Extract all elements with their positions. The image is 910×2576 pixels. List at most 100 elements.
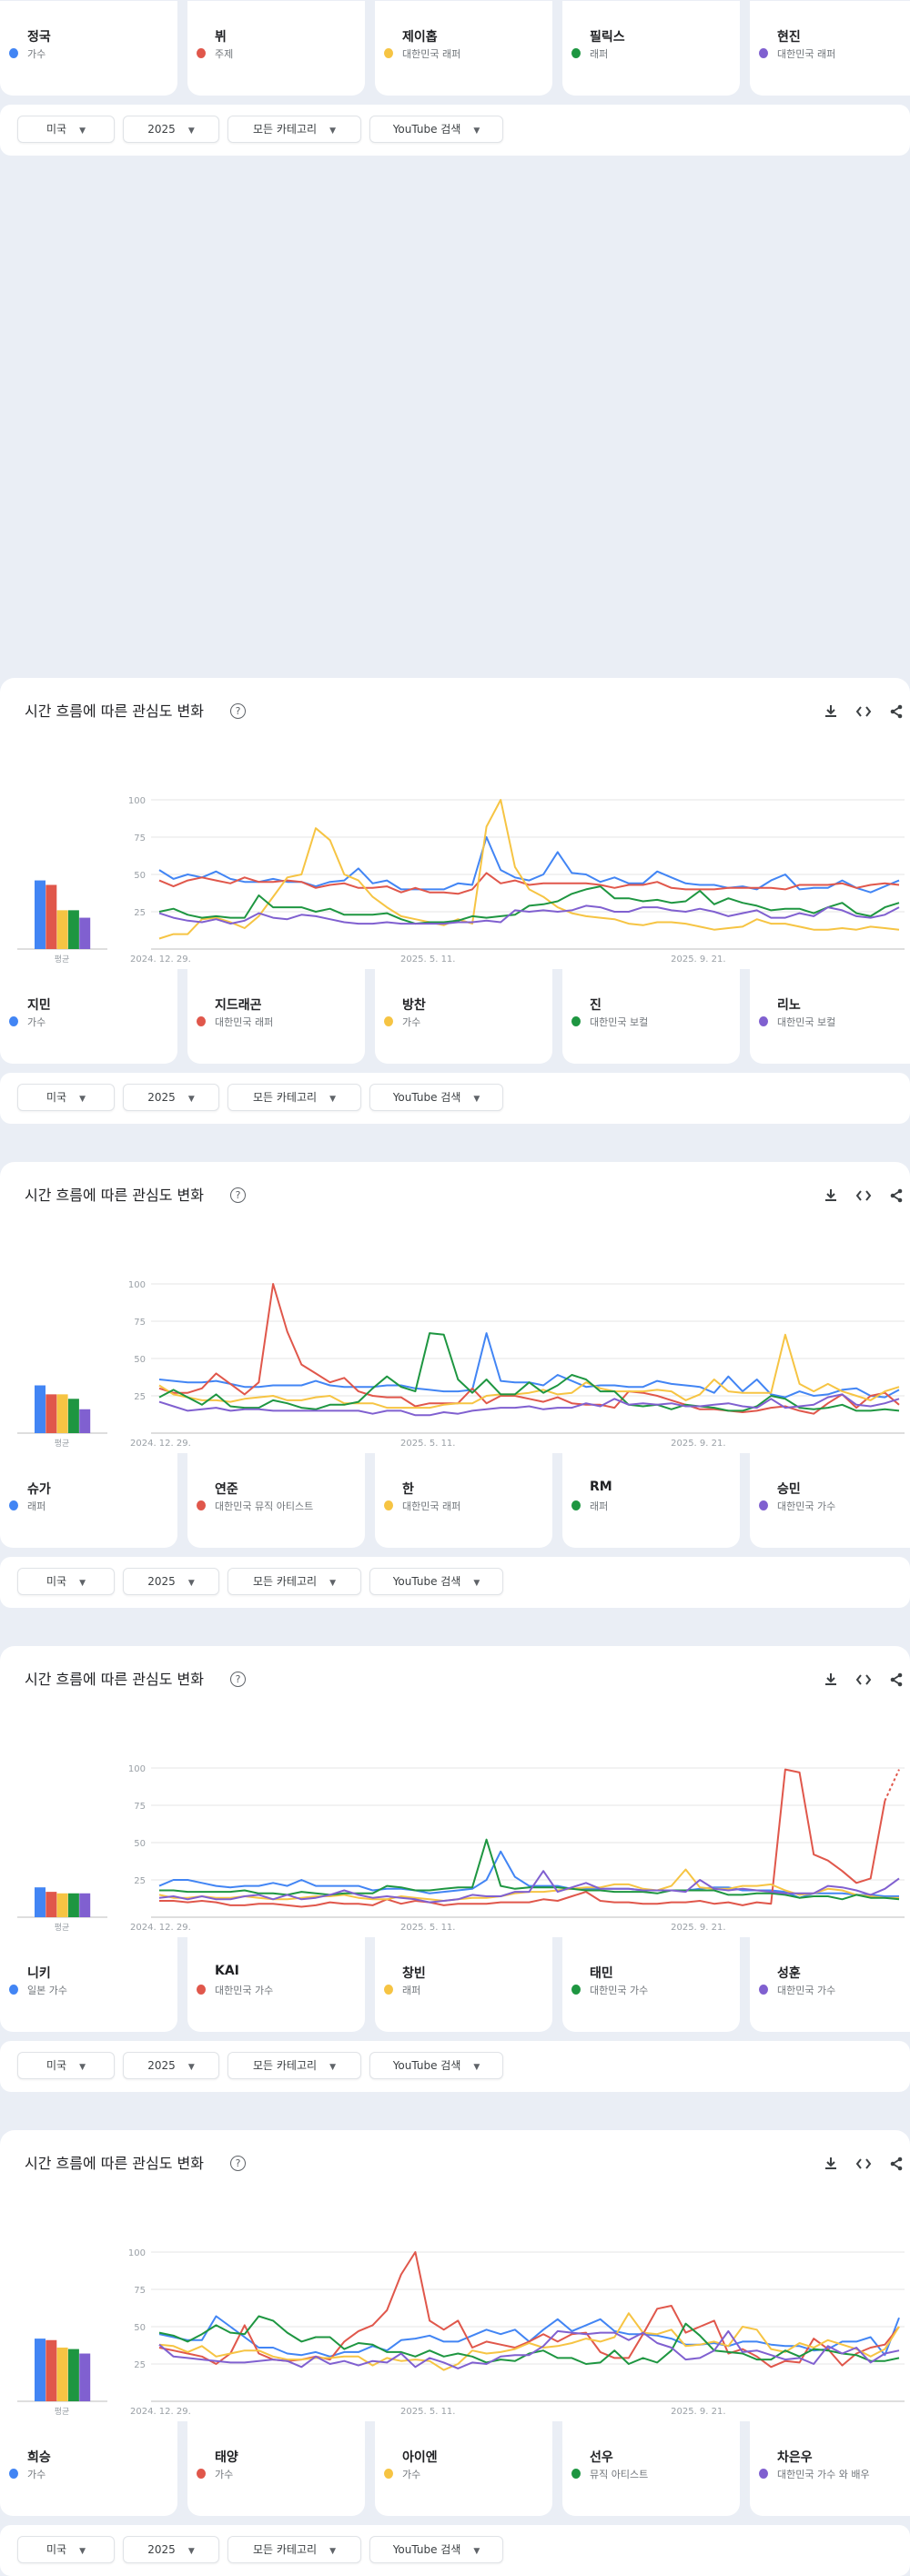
category-filter-dropdown[interactable]: 모든 카테고리 ▼ bbox=[228, 2052, 361, 2079]
embed-code-icon[interactable] bbox=[855, 703, 872, 720]
region-filter-dropdown[interactable]: 미국 ▼ bbox=[17, 116, 115, 143]
term-description: 대한민국 가수 bbox=[777, 1985, 836, 1996]
category-filter-dropdown[interactable]: 모든 카테고리 ▼ bbox=[228, 1568, 361, 1595]
top-term-card[interactable]: 정국 가수 bbox=[0, 1, 177, 96]
series-line bbox=[159, 1838, 900, 1901]
share-icon[interactable] bbox=[888, 703, 905, 720]
search-type-filter-dropdown[interactable]: YouTube 검색 ▼ bbox=[369, 2536, 503, 2563]
term-name: 창빈 bbox=[402, 1966, 426, 1981]
term-description: 래퍼 bbox=[590, 48, 609, 60]
help-icon[interactable]: ? bbox=[230, 2156, 246, 2171]
average-bar bbox=[46, 884, 57, 949]
term-description: 대한민국 뮤직 아티스트 bbox=[215, 1500, 314, 1512]
term-card[interactable]: 리노 대한민국 보컬 bbox=[750, 969, 910, 1064]
region-filter-label: 미국 bbox=[46, 2543, 67, 2556]
average-bar bbox=[79, 2353, 91, 2401]
y-tick-label: 25 bbox=[134, 2360, 146, 2370]
term-card[interactable]: 창빈 래퍼 bbox=[375, 1937, 552, 2032]
term-card[interactable]: 태양 가수 bbox=[187, 2421, 365, 2516]
download-icon[interactable] bbox=[823, 1672, 839, 1688]
period-filter-label: 2025 bbox=[147, 1575, 176, 1588]
top-term-card[interactable]: 뷔 주제 bbox=[187, 1, 365, 96]
filter-row: 미국 ▼ 2025 ▼ 모든 카테고리 ▼ YouTube 검색 ▼ bbox=[0, 2041, 910, 2092]
y-tick-label: 100 bbox=[128, 1280, 146, 1290]
download-icon[interactable] bbox=[823, 2156, 839, 2172]
top-term-card[interactable]: 필릭스 래퍼 bbox=[562, 1, 740, 96]
term-card[interactable]: 연준 대한민국 뮤직 아티스트 bbox=[187, 1453, 365, 1548]
category-filter-dropdown[interactable]: 모든 카테고리 ▼ bbox=[228, 2536, 361, 2563]
term-card[interactable]: 승민 대한민국 가수 bbox=[750, 1453, 910, 1548]
download-icon[interactable] bbox=[823, 703, 839, 720]
term-description: 대한민국 가수 bbox=[777, 1500, 836, 1512]
x-tick-label: 2024. 12. 29. bbox=[130, 1439, 191, 1449]
help-icon[interactable]: ? bbox=[230, 703, 246, 719]
term-card[interactable]: 진 대한민국 보컬 bbox=[562, 969, 740, 1064]
region-filter-dropdown[interactable]: 미국 ▼ bbox=[17, 2536, 115, 2563]
search-type-filter-dropdown[interactable]: YouTube 검색 ▼ bbox=[369, 1568, 503, 1595]
term-card[interactable]: 희승 가수 bbox=[0, 2421, 177, 2516]
period-filter-dropdown[interactable]: 2025 ▼ bbox=[123, 1084, 219, 1111]
term-card[interactable]: KAI 대한민국 가수 bbox=[187, 1937, 365, 2032]
term-name: 태민 bbox=[590, 1966, 613, 1981]
region-filter-dropdown[interactable]: 미국 ▼ bbox=[17, 1084, 115, 1111]
help-icon[interactable]: ? bbox=[230, 1672, 246, 1687]
region-filter-dropdown[interactable]: 미국 ▼ bbox=[17, 1568, 115, 1595]
top-term-card[interactable]: 제이홉 대한민국 래퍼 bbox=[375, 1, 552, 96]
top-term-card[interactable]: 현진 대한민국 래퍼 bbox=[750, 1, 910, 96]
x-tick-label: 2025. 9. 21. bbox=[671, 955, 725, 965]
region-filter-dropdown[interactable]: 미국 ▼ bbox=[17, 2052, 115, 2079]
term-card[interactable]: 슈가 래퍼 bbox=[0, 1453, 177, 1548]
term-card[interactable]: 방찬 가수 bbox=[375, 969, 552, 1064]
embed-code-icon[interactable] bbox=[855, 1187, 872, 1204]
share-icon[interactable] bbox=[888, 1187, 905, 1204]
term-card[interactable]: 선우 뮤직 아티스트 bbox=[562, 2421, 740, 2516]
term-card[interactable]: 아이엔 가수 bbox=[375, 2421, 552, 2516]
series-color-dot bbox=[197, 1500, 206, 1510]
embed-code-icon[interactable] bbox=[855, 1672, 872, 1688]
filter-row: 미국 ▼ 2025 ▼ 모든 카테고리 ▼ YouTube 검색 ▼ bbox=[0, 2525, 910, 2576]
download-icon[interactable] bbox=[823, 1187, 839, 1204]
region-filter-label: 미국 bbox=[46, 123, 67, 136]
y-tick-label: 25 bbox=[134, 908, 146, 918]
term-card[interactable]: 한 대한민국 래퍼 bbox=[375, 1453, 552, 1548]
average-bar bbox=[46, 1892, 57, 1917]
term-card[interactable]: RM 래퍼 bbox=[562, 1453, 740, 1548]
term-card[interactable]: 태민 대한민국 가수 bbox=[562, 1937, 740, 2032]
term-card[interactable]: 성훈 대한민국 가수 bbox=[750, 1937, 910, 2032]
series-color-dot bbox=[384, 1500, 393, 1510]
term-description: 대한민국 래퍼 bbox=[402, 48, 461, 60]
x-tick-label: 2025. 9. 21. bbox=[671, 1439, 725, 1449]
series-color-dot bbox=[571, 2469, 581, 2479]
search-type-filter-label: YouTube 검색 bbox=[392, 1575, 461, 1588]
term-card[interactable]: 지드래곤 대한민국 래퍼 bbox=[187, 969, 365, 1064]
term-description: 대한민국 래퍼 bbox=[402, 1500, 461, 1512]
search-type-filter-dropdown[interactable]: YouTube 검색 ▼ bbox=[369, 1084, 503, 1111]
term-name: 지드래곤 bbox=[215, 998, 262, 1013]
period-filter-dropdown[interactable]: 2025 ▼ bbox=[123, 1568, 219, 1595]
term-name: 지민 bbox=[27, 998, 51, 1013]
share-icon[interactable] bbox=[888, 2156, 905, 2172]
period-filter-dropdown[interactable]: 2025 ▼ bbox=[123, 116, 219, 143]
average-bar bbox=[56, 910, 68, 949]
series-line bbox=[158, 1870, 900, 1904]
search-type-filter-dropdown[interactable]: YouTube 검색 ▼ bbox=[369, 116, 503, 143]
term-card[interactable]: 지민 가수 bbox=[0, 969, 177, 1064]
series-color-dot bbox=[571, 1500, 581, 1510]
search-type-filter-dropdown[interactable]: YouTube 검색 ▼ bbox=[369, 2052, 503, 2079]
dropdown-caret-icon: ▼ bbox=[329, 1579, 336, 1588]
embed-code-icon[interactable] bbox=[855, 2156, 872, 2172]
term-name: RM bbox=[590, 1480, 612, 1494]
term-description: 대한민국 가수 bbox=[215, 1985, 274, 1996]
term-card[interactable]: 니키 일본 가수 bbox=[0, 1937, 177, 2032]
term-card[interactable]: 차은우 대한민국 가수 와 배우 bbox=[750, 2421, 910, 2516]
y-tick-label: 75 bbox=[134, 1802, 146, 1812]
period-filter-dropdown[interactable]: 2025 ▼ bbox=[123, 2052, 219, 2079]
category-filter-dropdown[interactable]: 모든 카테고리 ▼ bbox=[228, 116, 361, 143]
help-icon[interactable]: ? bbox=[230, 1187, 246, 1203]
period-filter-dropdown[interactable]: 2025 ▼ bbox=[123, 2536, 219, 2563]
dropdown-caret-icon: ▼ bbox=[187, 2063, 195, 2072]
category-filter-dropdown[interactable]: 모든 카테고리 ▼ bbox=[228, 1084, 361, 1111]
x-tick-label: 2025. 5. 11. bbox=[400, 2407, 455, 2417]
share-icon[interactable] bbox=[888, 1672, 905, 1688]
series-line bbox=[158, 1283, 900, 1415]
